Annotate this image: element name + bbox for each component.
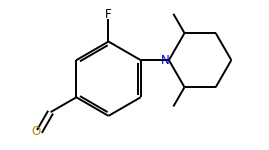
Text: F: F bbox=[105, 8, 112, 21]
Text: O: O bbox=[31, 125, 40, 138]
Text: N: N bbox=[160, 54, 169, 67]
